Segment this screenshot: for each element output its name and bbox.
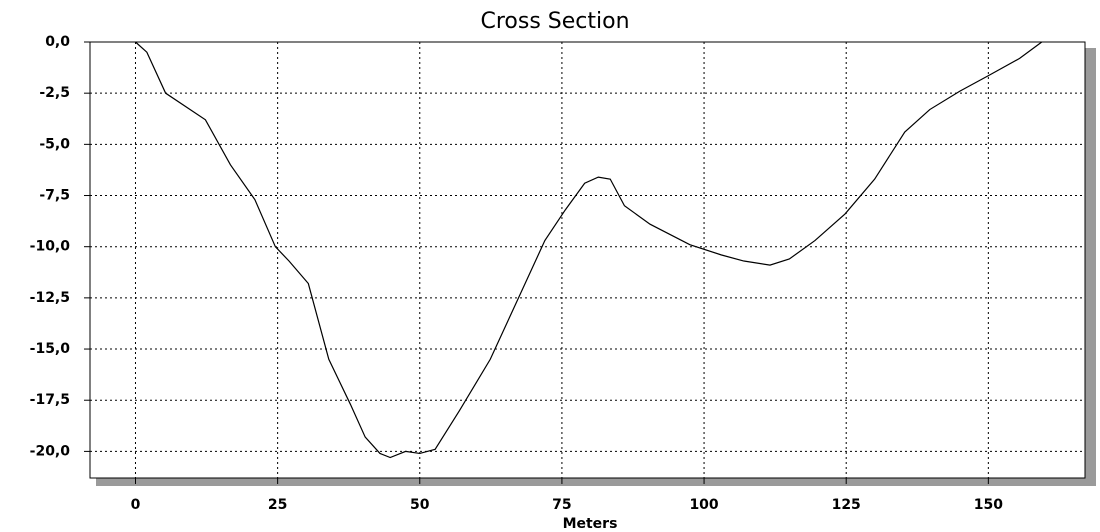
y-tick-label: -7,5	[39, 188, 70, 204]
x-tick-label: 150	[974, 497, 1003, 513]
y-tick-label: -12,5	[30, 290, 70, 306]
line	[135, 41, 1043, 459]
x-tick-label: 125	[832, 497, 861, 513]
y-tick-label: -17,5	[30, 392, 70, 408]
x-tick-label: 25	[268, 497, 287, 513]
chart-title: Cross Section	[480, 9, 629, 34]
x-axis-label: Meters	[563, 516, 618, 532]
x-tick-label: 75	[552, 497, 571, 513]
x-tick-label: 100	[689, 497, 718, 513]
y-tick-label: -5,0	[39, 136, 70, 152]
y-tick-label: -15,0	[30, 341, 71, 357]
plot-area	[89, 41, 1086, 479]
y-tick-label: 0,0	[45, 34, 70, 50]
y-tick-label: -2,5	[39, 85, 70, 101]
x-tick-label: 0	[131, 497, 141, 513]
y-tick-label: -10,0	[30, 239, 71, 255]
y-tick-label: -20,0	[30, 443, 71, 459]
x-tick-label: 50	[410, 497, 430, 513]
